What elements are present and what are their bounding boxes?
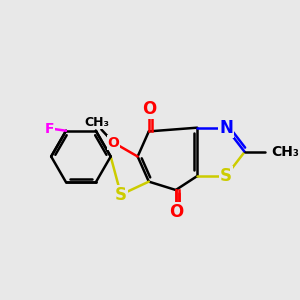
Text: F: F bbox=[44, 122, 54, 136]
Text: S: S bbox=[220, 167, 232, 185]
Text: O: O bbox=[107, 136, 119, 150]
Text: O: O bbox=[142, 100, 156, 118]
Text: O: O bbox=[169, 203, 183, 221]
Text: N: N bbox=[219, 119, 233, 137]
Text: CH₃: CH₃ bbox=[272, 145, 299, 159]
Text: S: S bbox=[115, 186, 127, 204]
Text: CH₃: CH₃ bbox=[84, 116, 109, 129]
